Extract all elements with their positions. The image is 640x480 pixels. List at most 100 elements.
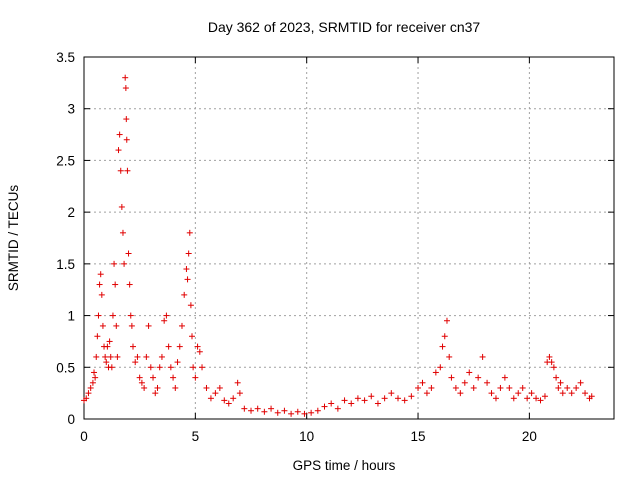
data-point — [152, 390, 159, 397]
data-point — [111, 260, 118, 267]
x-tick-label: 10 — [299, 429, 314, 444]
data-point — [419, 379, 426, 386]
data-point — [83, 395, 90, 402]
data-point — [138, 379, 145, 386]
data-point — [108, 364, 115, 371]
data-point — [184, 276, 191, 283]
data-point — [143, 353, 150, 360]
data-point — [475, 374, 482, 381]
data-point — [91, 369, 98, 376]
data-point — [274, 409, 281, 416]
data-point — [170, 374, 177, 381]
data-point — [428, 384, 435, 391]
data-point — [533, 395, 540, 402]
data-point — [103, 359, 110, 366]
data-point — [301, 410, 308, 417]
data-point — [87, 384, 94, 391]
data-point — [199, 364, 206, 371]
data-point — [354, 395, 361, 402]
data-points — [81, 74, 595, 417]
data-point — [189, 333, 196, 340]
data-point — [156, 364, 163, 371]
data-point — [114, 353, 121, 360]
data-point — [186, 229, 193, 236]
data-point — [557, 379, 564, 386]
data-point — [361, 397, 368, 404]
data-point — [107, 353, 114, 360]
data-point — [181, 291, 188, 298]
data-point — [207, 395, 214, 402]
data-point — [374, 400, 381, 407]
data-point — [174, 359, 181, 366]
data-point — [328, 400, 335, 407]
data-point — [234, 379, 241, 386]
data-point — [221, 397, 228, 404]
data-point — [92, 374, 99, 381]
data-point — [457, 390, 464, 397]
data-point — [288, 410, 295, 417]
data-point — [172, 384, 179, 391]
data-point — [541, 393, 548, 400]
data-point — [506, 384, 513, 391]
data-point — [241, 405, 248, 412]
data-point — [497, 384, 504, 391]
data-point — [122, 85, 129, 92]
data-point — [528, 390, 535, 397]
y-tick-label: 1 — [67, 309, 75, 324]
data-point — [102, 353, 109, 360]
data-point — [461, 379, 468, 386]
data-point — [147, 364, 154, 371]
x-tick-label: 5 — [192, 429, 200, 444]
y-tick-label: 3.5 — [56, 50, 75, 65]
data-point — [161, 317, 168, 324]
data-point — [261, 408, 268, 415]
y-tick-label: 3 — [67, 102, 75, 117]
x-axis-label: GPS time / hours — [293, 458, 396, 473]
data-point — [314, 407, 321, 414]
data-point — [96, 281, 103, 288]
data-point — [118, 203, 125, 210]
data-point — [192, 374, 199, 381]
data-point — [117, 167, 124, 174]
data-point — [95, 312, 102, 319]
data-point — [94, 333, 101, 340]
data-point — [119, 229, 126, 236]
data-point — [97, 271, 104, 278]
data-point — [216, 384, 223, 391]
data-point — [185, 250, 192, 257]
data-point — [546, 353, 553, 360]
data-point — [488, 390, 495, 397]
data-point — [122, 74, 129, 81]
data-point — [524, 395, 531, 402]
data-point — [515, 390, 522, 397]
data-point — [550, 364, 557, 371]
data-point — [190, 364, 197, 371]
data-point — [225, 400, 232, 407]
data-point — [93, 353, 100, 360]
y-tick-label: 0 — [67, 412, 75, 427]
data-point — [89, 379, 96, 386]
data-point — [415, 384, 422, 391]
y-tick-label: 0.5 — [56, 360, 75, 375]
data-point — [141, 384, 148, 391]
data-point — [501, 374, 508, 381]
data-point — [381, 395, 388, 402]
data-point — [441, 333, 448, 340]
data-point — [334, 405, 341, 412]
data-point — [132, 359, 139, 366]
data-point — [154, 384, 161, 391]
y-tick-label: 1.5 — [56, 257, 75, 272]
data-point — [484, 379, 491, 386]
data-point — [510, 395, 517, 402]
data-point — [341, 397, 348, 404]
chart-title: Day 362 of 2023, SRMTID for receiver cn3… — [208, 19, 481, 35]
x-tick-label: 0 — [80, 429, 88, 444]
data-point — [123, 136, 130, 143]
data-point — [124, 167, 131, 174]
data-point — [123, 116, 130, 123]
data-point — [446, 353, 453, 360]
data-point — [85, 390, 92, 397]
data-point — [104, 343, 111, 350]
data-point — [167, 364, 174, 371]
